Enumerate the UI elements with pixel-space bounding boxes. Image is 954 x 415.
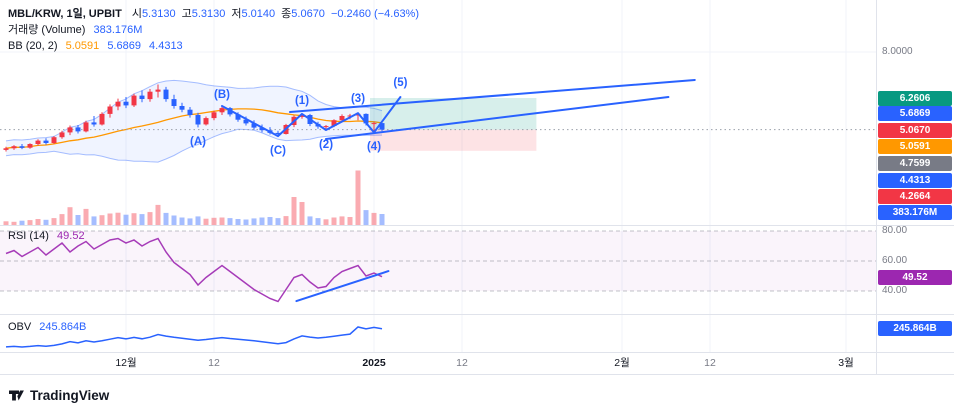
price-badge: 5.0670 (878, 122, 952, 138)
svg-text:(B): (B) (214, 89, 230, 101)
price-badge: 49.52 (878, 269, 952, 285)
obv-value: 245.864B (39, 321, 87, 333)
obv-label: OBV (8, 321, 32, 333)
price-badge: 4.2664 (878, 188, 952, 204)
symbol-title[interactable]: MBL/KRW, 1일, UPBIT (8, 8, 122, 20)
ohlc-high: 고5.3130 (181, 8, 226, 20)
bb-lower-line (5, 128, 383, 163)
price-badge: 245.864B (878, 320, 952, 336)
trendline[interactable] (289, 79, 696, 113)
bb-lower-value: 4.4313 (149, 40, 183, 52)
bb-legend-row[interactable]: BB (20, 2) 5.0591 5.6869 4.4313 (8, 38, 419, 54)
svg-text:(5): (5) (393, 77, 407, 89)
price-scale[interactable]: 8.0000 80.00 60.00 40.00 6.2606 5.6869 5.0670 5… (876, 0, 954, 374)
rsi-label: RSI (14) (8, 230, 49, 242)
volume-label: 거래량 (Volume) (8, 24, 86, 36)
bb-basis-line (5, 108, 383, 149)
price-badge: 6.2606 (878, 90, 952, 106)
svg-text:(4): (4) (367, 141, 381, 153)
scale-tick-label: 60.00 (882, 255, 908, 266)
rsi-line (5, 237, 383, 303)
time-axis-label: 12 (704, 357, 716, 369)
bb-band-fill (6, 80, 382, 163)
elliott-wave-zigzag[interactable] (221, 96, 402, 138)
scale-tick-label: 40.00 (882, 285, 908, 296)
bottom-toolbar: TradingView (0, 375, 954, 415)
price-badge: 383.176M (878, 204, 952, 220)
time-axis[interactable]: 12월 12 2025 12 2월 12 3월 (0, 352, 876, 374)
time-axis-label: 3월 (838, 357, 854, 369)
ohlc-low: 저5.0140 (231, 8, 276, 20)
price-badge: 5.0591 (878, 138, 952, 154)
time-axis-label: 2025 (362, 357, 386, 369)
wave-labels[interactable]: (A) (B) (C) (1) (2) (3) (4) (5) (190, 77, 408, 157)
rsi-value: 49.52 (57, 230, 85, 242)
obv-line (5, 326, 383, 348)
time-axis-label: 12 (208, 357, 220, 369)
volume-value: 383.176M (93, 24, 143, 36)
svg-text:(2): (2) (319, 139, 333, 151)
ohlc-close: 종5.0670 (281, 8, 325, 20)
price-badge: 4.7599 (878, 155, 952, 171)
scale-tick-label: 8.0000 (882, 46, 913, 57)
svg-text:(3): (3) (351, 93, 365, 105)
obv-legend-row[interactable]: OBV 245.864B (8, 320, 86, 335)
time-axis-label: 2월 (614, 357, 630, 369)
tradingview-logo[interactable]: TradingView (8, 387, 109, 404)
svg-text:(C): (C) (270, 145, 286, 157)
bb-label: BB (20, 2) (8, 40, 58, 52)
rsi-band-fill (0, 231, 876, 291)
volume-legend-row[interactable]: 거래량 (Volume) 383.176M (8, 22, 419, 38)
tradingview-icon (9, 390, 24, 400)
rsi-trendline[interactable] (295, 270, 390, 303)
bb-upper-value: 5.6869 (107, 40, 141, 52)
symbol-legend-row[interactable]: MBL/KRW, 1일, UPBIT 시5.3130 고5.3130 저5.0140 종… (8, 6, 419, 22)
time-axis-label: 12월 (115, 357, 137, 369)
volume-series (3, 170, 385, 225)
change-value: −0.2460 (−4.63%) (330, 8, 420, 20)
position-stop-zone[interactable] (370, 129, 537, 151)
svg-text:(A): (A) (190, 136, 206, 148)
svg-text:(1): (1) (295, 95, 309, 107)
price-badge: 4.4313 (878, 172, 952, 188)
trendline[interactable] (325, 96, 670, 140)
price-badge: 5.6869 (878, 105, 952, 121)
rsi-legend-row[interactable]: RSI (14) 49.52 (8, 229, 85, 244)
bb-basis-value: 5.0591 (65, 40, 100, 52)
time-axis-label: 12 (456, 357, 468, 369)
main-legend: MBL/KRW, 1일, UPBIT 시5.3130 고5.3130 저5.0140 종… (8, 6, 419, 54)
ohlc-open: 시5.3130 (131, 8, 176, 20)
brand-text: TradingView (30, 387, 110, 403)
scale-tick-label: 80.00 (882, 225, 908, 236)
